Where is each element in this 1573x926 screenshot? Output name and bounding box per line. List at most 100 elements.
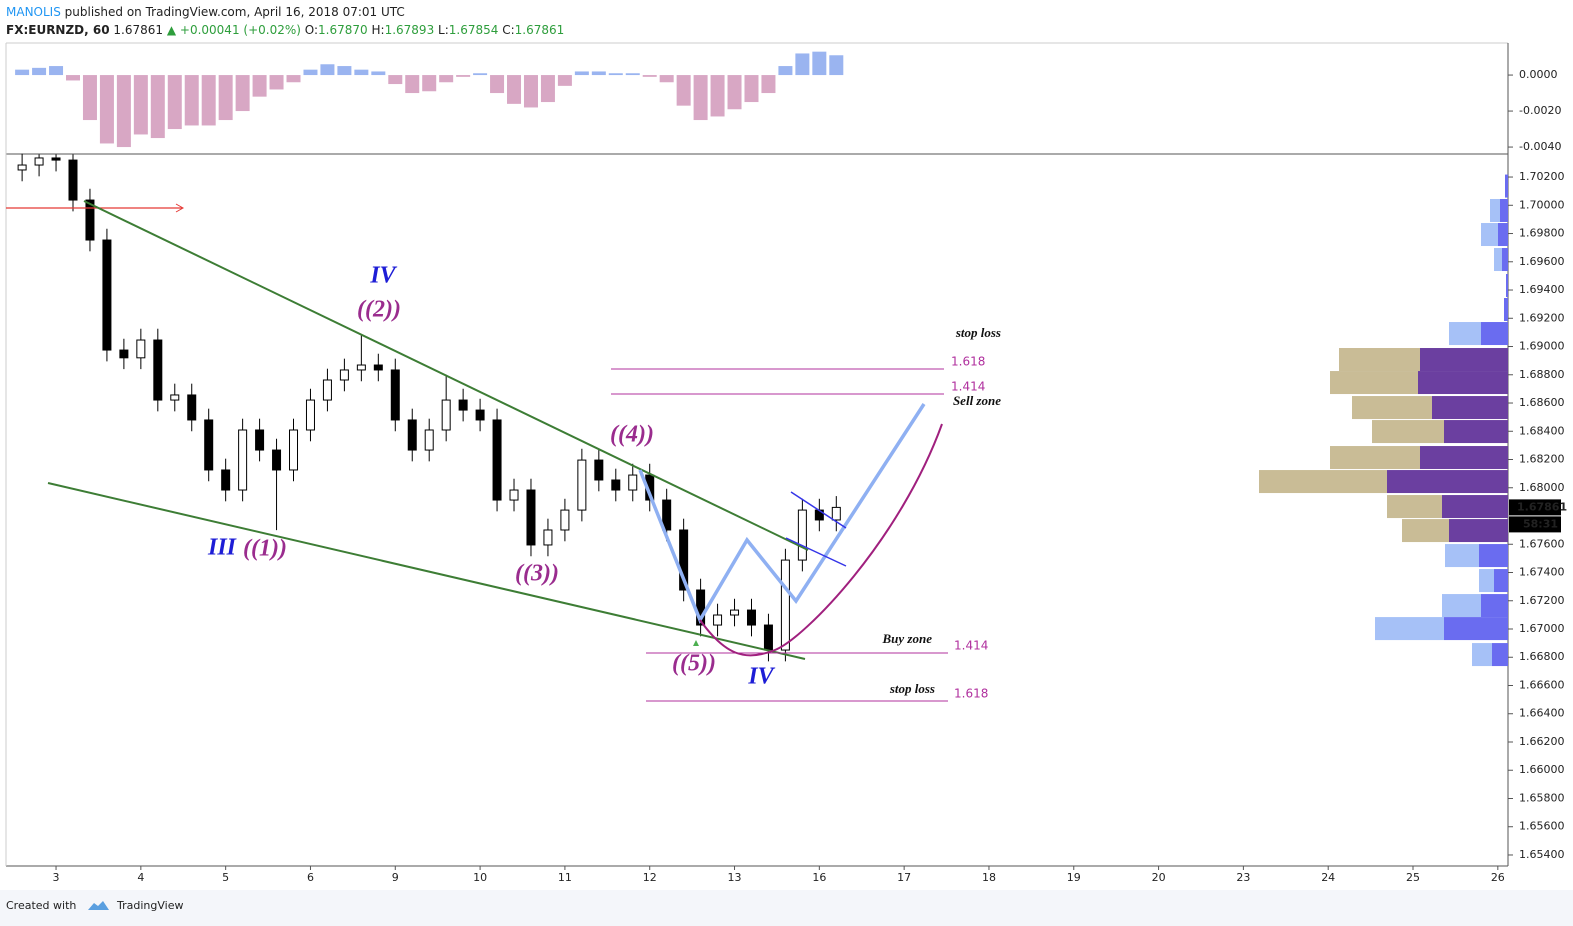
profile-bar: [1418, 371, 1508, 395]
profile-bar: [1502, 248, 1508, 272]
histogram-bar: [439, 75, 454, 83]
y-tick-label: 1.66200: [1519, 735, 1565, 748]
x-tick-label: 9: [392, 871, 399, 884]
candle-body: [170, 394, 180, 401]
histogram-bar: [608, 73, 623, 76]
candle-body: [577, 459, 587, 511]
profile-bar: [1442, 594, 1481, 618]
profile-bar: [1479, 569, 1494, 593]
footer-text: Created with: [6, 899, 76, 912]
profile-bar: [1352, 396, 1432, 420]
wave-label: IV: [369, 263, 397, 289]
profile-bar: [1432, 396, 1508, 420]
histogram-bar: [303, 69, 318, 76]
x-tick-label: 18: [982, 871, 996, 884]
x-tick-label: 3: [53, 871, 60, 884]
candle-body: [204, 419, 214, 471]
candle-body: [17, 164, 27, 171]
profile-bar: [1481, 594, 1508, 618]
candle-body: [51, 157, 61, 161]
h-label: H:: [372, 23, 385, 37]
footer-link[interactable]: TradingView: [116, 899, 183, 912]
profile-bar: [1444, 420, 1508, 444]
x-tick-label: 17: [897, 871, 911, 884]
histogram-bar: [473, 73, 488, 76]
x-tick-label: 23: [1236, 871, 1250, 884]
histogram-bar: [778, 66, 793, 76]
candle-body: [373, 364, 383, 371]
profile-bar: [1494, 569, 1508, 593]
profile-bar: [1481, 223, 1498, 247]
change: ▲ +0.00041 (+0.02%): [167, 23, 301, 37]
candle-body: [238, 429, 248, 491]
profile-bar: [1449, 322, 1481, 346]
histogram-bar: [812, 51, 827, 76]
x-tick-label: 19: [1067, 871, 1081, 884]
profile-bar: [1492, 643, 1508, 667]
countdown: 58:31: [1523, 517, 1558, 530]
profile-bar: [1494, 248, 1502, 272]
x-tick-label: 16: [812, 871, 826, 884]
histogram-bar: [320, 64, 335, 76]
wave-label: ((2)): [357, 297, 401, 323]
profile-bar: [1500, 199, 1508, 223]
histogram-bar: [642, 75, 657, 77]
y-tick-label: 0.0000: [1519, 68, 1558, 81]
candle-body: [458, 399, 468, 411]
histogram-bar: [286, 75, 301, 83]
trendline: [83, 200, 809, 551]
profile-bar: [1375, 617, 1444, 641]
candle-body: [322, 379, 332, 401]
candle-body: [831, 506, 841, 521]
wave-label: ((5)): [672, 651, 716, 677]
symbol-line: FX:EURNZD, 60 1.67861 ▲ +0.00041 (+0.02%…: [6, 23, 564, 37]
curve: [699, 423, 943, 657]
candle-body: [441, 399, 451, 431]
profile-bar: [1372, 420, 1444, 444]
y-tick-label: 1.69200: [1519, 311, 1565, 324]
y-tick-label: 1.67400: [1519, 566, 1565, 579]
y-tick-label: 1.68400: [1519, 424, 1565, 437]
histogram-bar: [337, 66, 352, 76]
trendline: [47, 482, 806, 660]
candle-body: [526, 489, 536, 546]
y-tick-label: -0.0040: [1519, 140, 1561, 153]
high: 1.67893: [385, 23, 435, 37]
price-tag: 1.67861 58:31: [1509, 499, 1567, 533]
candle-body: [560, 509, 570, 531]
wave-label: ((1)): [243, 536, 287, 562]
profile-bar: [1498, 223, 1508, 247]
volume-profile: [1259, 174, 1508, 667]
histogram-bar: [235, 75, 250, 112]
author[interactable]: MANOLIS: [6, 5, 61, 19]
histogram-bar: [371, 71, 386, 76]
y-tick-label: 1.68200: [1519, 453, 1565, 466]
fib-label: 1.414: [954, 639, 988, 653]
x-tick-label: 11: [558, 871, 572, 884]
y-tick-label: 1.67200: [1519, 594, 1565, 607]
note: stop loss: [955, 325, 1001, 340]
profile-bar: [1387, 470, 1508, 494]
x-tick-label: 13: [728, 871, 742, 884]
drawings: [6, 200, 948, 702]
histogram-bar: [184, 75, 199, 126]
candle-body: [424, 429, 434, 451]
profile-bar: [1402, 519, 1449, 543]
histogram-bar: [32, 67, 47, 76]
histogram-bar: [693, 75, 708, 121]
candle-body: [390, 369, 400, 421]
histogram-bar: [490, 75, 505, 94]
histogram-bar: [252, 75, 267, 97]
symbol: FX:EURNZD, 60: [6, 23, 110, 37]
candle-body: [255, 429, 265, 451]
y-tick-label: 1.70000: [1519, 198, 1565, 211]
wave-label: ((4)): [610, 422, 654, 448]
last: 1.67861: [113, 23, 163, 37]
profile-bar: [1259, 470, 1387, 494]
histogram-bar: [829, 55, 844, 76]
histogram-bar: [795, 53, 810, 76]
histogram-bar: [150, 75, 165, 139]
profile-bar: [1490, 199, 1500, 223]
x-tick-label: 26: [1491, 871, 1505, 884]
